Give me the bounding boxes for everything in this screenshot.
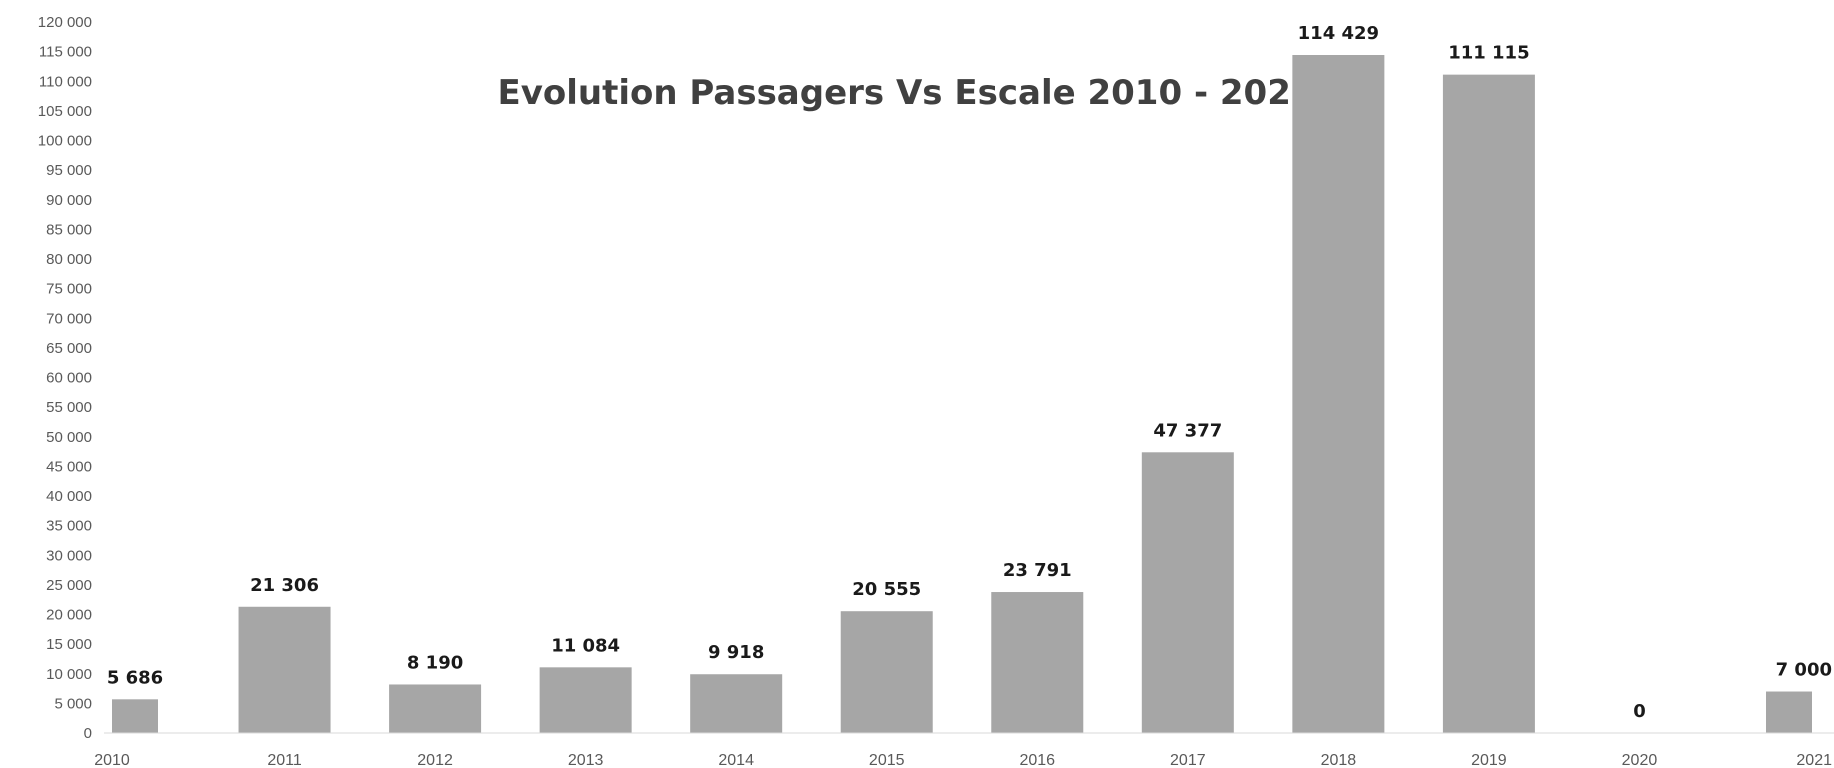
- y-tick-label: 50 000: [46, 429, 92, 446]
- x-tick-label-2010: 2010: [94, 752, 130, 768]
- bar-2016: [991, 592, 1084, 733]
- x-tick-label-2018: 2018: [1321, 752, 1357, 768]
- data-label-2017: 47 377: [1153, 420, 1222, 441]
- data-label-2011: 21 306: [250, 575, 319, 596]
- data-label-2018: 114 429: [1298, 23, 1379, 44]
- bar-2018: [1292, 55, 1385, 733]
- x-tick-label-2021: 2021: [1796, 752, 1832, 768]
- y-tick-label: 30 000: [46, 547, 92, 564]
- x-axis: 2010 2011 2012 2013 2014 2015 2016 2017 2018 2019…: [94, 732, 1834, 768]
- y-tick-label: 115 000: [39, 44, 92, 61]
- y-tick-label: 70 000: [46, 310, 92, 327]
- y-tick-label: 95 000: [46, 162, 92, 179]
- bar-2012: [389, 684, 482, 733]
- x-tick-label-2020: 2020: [1622, 752, 1658, 768]
- y-tick-label: 65 000: [46, 340, 92, 357]
- x-tick-label-2013: 2013: [568, 752, 604, 768]
- bar-series: [112, 55, 1812, 734]
- y-tick-label: 15 000: [46, 636, 92, 653]
- y-tick-label: 110 000: [39, 73, 92, 90]
- y-tick-label: 10 000: [46, 666, 92, 683]
- y-tick-label: 40 000: [46, 488, 92, 505]
- y-tick-label: 105 000: [38, 103, 92, 120]
- bar-2011: [238, 606, 331, 733]
- bar-2017: [1141, 452, 1234, 733]
- x-tick-label-2015: 2015: [869, 752, 905, 768]
- y-tick-label: 25 000: [46, 577, 92, 594]
- y-tick-label: 75 000: [46, 281, 92, 298]
- chart-title: Evolution Passagers Vs Escale 2010 - 202…: [497, 73, 1314, 113]
- y-tick-label: 85 000: [46, 221, 92, 238]
- data-label-2010: 5 686: [107, 667, 163, 688]
- x-tick-label-2019: 2019: [1471, 752, 1507, 768]
- x-tick-label-2014: 2014: [718, 752, 754, 768]
- y-tick-label: 100 000: [38, 133, 92, 150]
- data-label-2013: 11 084: [551, 635, 620, 656]
- data-labels: 5 686 21 306 8 190 11 084 9 918 20 555 23 791 4…: [107, 23, 1832, 722]
- x-tick-label-2011: 2011: [267, 752, 302, 768]
- data-label-2015: 20 555: [852, 579, 921, 600]
- x-tick-label-2017: 2017: [1170, 752, 1206, 768]
- y-tick-label: 90 000: [46, 192, 92, 209]
- data-label-2012: 8 190: [407, 652, 463, 673]
- y-tick-label: 55 000: [46, 399, 92, 416]
- x-tick-label-2016: 2016: [1019, 752, 1055, 768]
- y-tick-label: 35 000: [46, 518, 92, 535]
- y-tick-label: 5 000: [54, 695, 92, 712]
- bar-2021: [1766, 691, 1812, 733]
- data-label-2016: 23 791: [1003, 560, 1072, 581]
- x-tick-label-2012: 2012: [417, 752, 453, 768]
- y-tick-label: 60 000: [46, 370, 92, 387]
- data-label-2014: 9 918: [708, 642, 764, 663]
- bar-2014: [690, 674, 783, 733]
- y-tick-label: 0: [84, 725, 92, 742]
- data-label-2019: 111 115: [1448, 43, 1529, 64]
- bar-2019: [1442, 74, 1535, 734]
- y-tick-label: 80 000: [46, 251, 92, 268]
- bar-2010: [112, 699, 158, 733]
- data-label-2021: 7 000: [1776, 660, 1832, 681]
- bar-2015: [840, 611, 933, 733]
- y-tick-label: 20 000: [46, 607, 92, 624]
- y-tick-label: 120 000: [38, 14, 92, 31]
- y-axis: 0 5 000 10 000 15 000 20 000 25 000 30 000 35 0…: [38, 14, 92, 742]
- bar-2013: [539, 667, 632, 733]
- y-tick-label: 45 000: [46, 458, 92, 475]
- data-label-2020: 0: [1633, 701, 1646, 722]
